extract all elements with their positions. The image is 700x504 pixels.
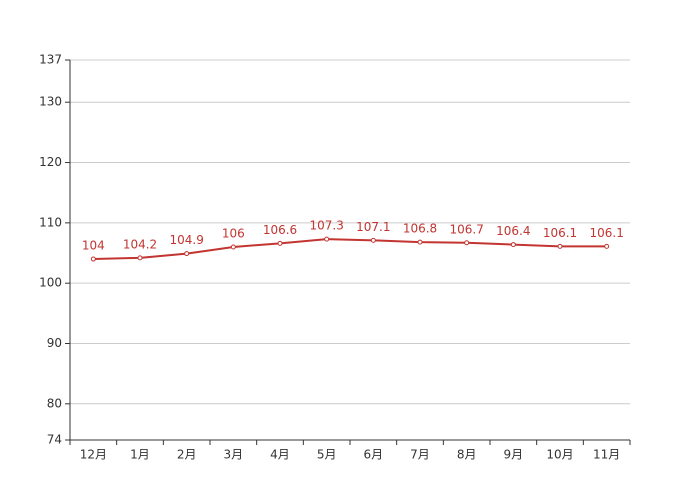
y-tick-label: 120 [39,155,62,169]
x-tick-label: 7月 [410,448,430,462]
y-tick-label: 74 [47,433,62,447]
point [604,243,610,249]
x-tick-label: 9月 [504,448,524,462]
data-label: 104.2 [123,237,157,251]
point [184,251,190,257]
point [370,237,376,243]
point [464,240,470,246]
point [137,255,143,261]
y-tick-label: 90 [47,336,62,350]
y-tick-label: 130 [39,95,62,109]
x-tick-label: 3月 [224,448,244,462]
x-tick-label: 6月 [364,448,384,462]
x-tick-label: 1月 [130,448,150,462]
point [230,244,236,250]
point [417,239,423,245]
y-tick-label: 137 [39,53,62,67]
x-tick-label: 5月 [317,448,337,462]
line [93,238,607,261]
point [277,240,283,246]
data-label: 107.1 [356,220,390,234]
point [324,236,330,242]
data-label: 106.6 [263,223,297,237]
data-label: 106.1 [543,226,577,240]
point [557,243,563,249]
data-label: 106 [222,226,245,240]
data-label: 106.4 [496,224,530,238]
x-tick-label: 4月 [270,448,290,462]
data-label: 106.8 [403,222,437,236]
x-tick-label: 2月 [177,448,197,462]
data-label: 107.3 [309,219,343,233]
y-tick-label: 110 [39,215,62,229]
point [510,242,516,248]
data-label: 104.9 [169,233,203,247]
data-label: 106.7 [449,222,483,236]
x-tick-label: 10月 [546,448,573,462]
point [90,256,96,262]
x-tick-label: 11月 [593,448,620,462]
data-label: 104 [82,239,105,253]
y-tick-label: 80 [47,396,62,410]
x-tick-label: 12月 [80,448,107,462]
data-label: 106.1 [589,226,623,240]
y-tick-label: 100 [39,276,62,290]
x-tick-label: 8月 [457,448,477,462]
